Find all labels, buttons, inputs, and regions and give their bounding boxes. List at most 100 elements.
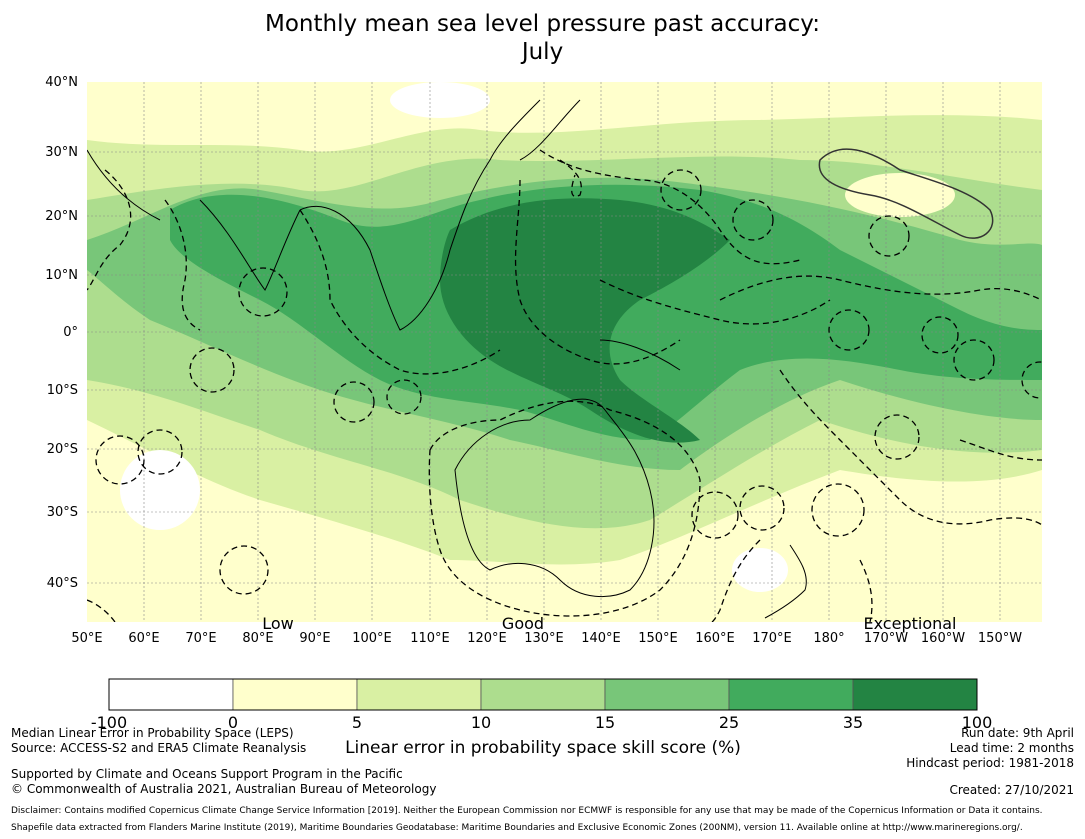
arabia-coast	[87, 149, 161, 221]
eez-circle	[691, 491, 739, 539]
colorbar-tick: 15	[594, 713, 616, 732]
eez-circle	[732, 199, 774, 241]
lon-label: 140°E	[581, 631, 621, 646]
lon-label: 180°	[813, 631, 845, 646]
white-patch	[120, 450, 200, 530]
eez-circle	[739, 485, 785, 531]
lon-label: 100°E	[352, 631, 392, 646]
eez-line	[719, 275, 1042, 301]
eez-circle	[386, 379, 422, 415]
eez-circle	[868, 215, 910, 257]
eez-line	[299, 209, 501, 375]
colorbar-tick: -100	[90, 713, 128, 732]
skill-region-level6	[440, 198, 730, 443]
lon-label: 150°E	[638, 631, 678, 646]
footer-method: Median Linear Error in Probability Space…	[11, 726, 294, 740]
lat-label: 40°N	[45, 75, 78, 90]
eez-line	[779, 369, 1042, 526]
eez-circle	[95, 435, 145, 485]
lat-label: 30°N	[45, 145, 78, 160]
colorbar-tick: 100	[961, 713, 993, 732]
lon-label: 70°E	[185, 631, 217, 646]
graticule	[87, 82, 1042, 622]
lon-label: 160°E	[695, 631, 735, 646]
japan-coast	[519, 99, 581, 161]
colorbar-tick: 25	[718, 713, 740, 732]
lon-label: 110°E	[410, 631, 450, 646]
created-date: Created: 27/10/2021	[949, 783, 1074, 797]
chart-title-line1: Monthly mean sea level pressure past acc…	[265, 11, 820, 37]
footer-copyright: © Commonwealth of Australia 2021, Austra…	[11, 782, 437, 796]
lon-label: 120°E	[467, 631, 507, 646]
white-patch	[845, 173, 955, 217]
colorbar-swatch	[232, 678, 358, 711]
eez-circle	[219, 545, 269, 595]
australia-coast	[454, 398, 655, 598]
lat-label: 10°N	[45, 268, 78, 283]
colorbar-swatch	[480, 678, 606, 711]
footer-support: Supported by Climate and Oceans Support …	[11, 767, 403, 781]
colorbar-swatch	[604, 678, 730, 711]
eez-circle	[874, 414, 920, 460]
eez-circle	[189, 347, 235, 393]
eez-circle	[811, 483, 865, 537]
chart-title-line2: July	[521, 39, 564, 65]
newzealand-coast	[764, 544, 807, 619]
eez-line	[559, 159, 582, 197]
eez-circle	[921, 316, 959, 354]
run-date: Run date: 9th April	[961, 726, 1074, 740]
eez-line	[87, 169, 132, 291]
colorbar-label: Linear error in probability space skill …	[345, 738, 741, 758]
eez-circle	[828, 309, 870, 351]
lat-label: 0°	[63, 325, 78, 340]
lat-label: 30°S	[46, 505, 78, 520]
eez-circle	[660, 169, 702, 211]
eez-line	[428, 400, 701, 617]
coastlines	[87, 99, 994, 619]
eez-circle	[238, 267, 288, 317]
eez-line	[711, 539, 761, 622]
lon-label: 170°E	[752, 631, 792, 646]
eez-circle	[1021, 361, 1042, 399]
colorbar-tick: 0	[227, 713, 239, 732]
colorbar-tick: 35	[842, 713, 864, 732]
hawaii-outline	[818, 148, 994, 239]
colorbar-swatch	[108, 678, 234, 711]
eez-circle	[137, 429, 183, 475]
lead-time: Lead time: 2 months	[949, 741, 1074, 755]
hindcast-period: Hindcast period: 1981-2018	[906, 756, 1074, 770]
eez-line	[87, 599, 116, 622]
shapefile-credit: Shapefile data extracted from Flanders M…	[11, 823, 1023, 833]
lon-label: 160°W	[920, 631, 966, 646]
lat-label: 10°S	[46, 383, 78, 398]
lon-label: 150°W	[977, 631, 1023, 646]
lat-label: 20°N	[45, 209, 78, 224]
lon-label: 60°E	[128, 631, 160, 646]
colorbar-swatch	[728, 678, 854, 711]
white-patch	[390, 82, 490, 118]
category-label-low: Low	[262, 614, 294, 633]
lon-label: 170°W	[863, 631, 909, 646]
footer-source: Source: ACCESS-S2 and ERA5 Climate Reana…	[11, 741, 307, 755]
category-label-exceptional: Exceptional	[863, 614, 957, 633]
eez-line	[164, 199, 201, 331]
white-patch	[732, 548, 788, 592]
colorbar-swatch	[852, 678, 978, 711]
colorbar-tick: 5	[351, 713, 363, 732]
eez-line	[959, 439, 1042, 461]
lon-label: 130°E	[524, 631, 564, 646]
lat-label: 20°S	[46, 442, 78, 457]
newguinea-coast	[599, 339, 681, 371]
lon-label: 80°E	[242, 631, 274, 646]
india-coast	[199, 199, 301, 291]
eez-circle	[333, 381, 375, 423]
eez-circle	[953, 339, 995, 381]
asia-coast	[299, 99, 541, 331]
eez-line	[514, 179, 681, 365]
lat-label: 40°S	[46, 576, 78, 591]
lon-label: 90°E	[299, 631, 331, 646]
colorbar-tick: 10	[470, 713, 492, 732]
eez-line	[539, 149, 801, 265]
